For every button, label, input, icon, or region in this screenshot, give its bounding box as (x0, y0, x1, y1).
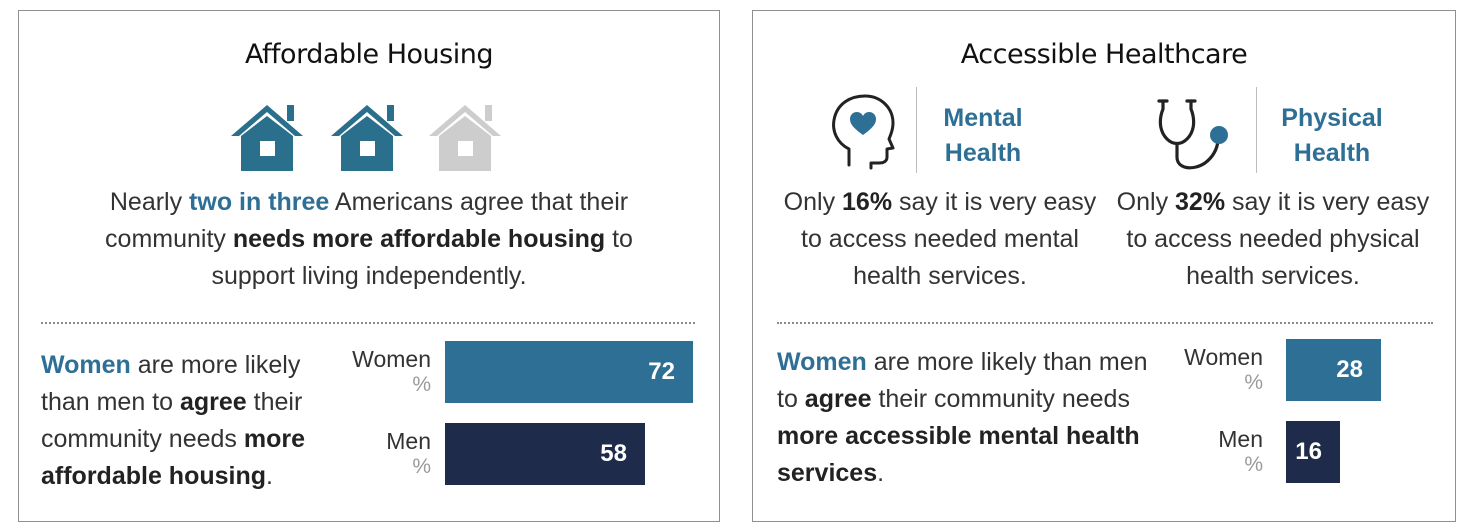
healthcare-bar-chart: Women% 28 Men% 16 (1173, 339, 1413, 499)
dotted-divider (41, 322, 695, 324)
housing-bar-chart: Women% 72 Men% 58 (339, 341, 699, 501)
mental-health-text: Only 16% say it is very easy to access n… (783, 188, 1097, 290)
bar-value-men: 58 (600, 440, 627, 467)
bar-women: 28 (1286, 339, 1381, 401)
bar-label-men: Men% (1218, 426, 1263, 476)
housing-lead-text: Nearly two in three Americans agree that… (105, 188, 633, 290)
bar-men: 58 (445, 423, 645, 485)
separator-line (916, 87, 917, 173)
physical-health-label: Physical Health (1281, 104, 1383, 167)
dotted-divider (777, 322, 1433, 324)
bar-value-women: 28 (1336, 356, 1363, 383)
bar-men: 16 (1286, 421, 1340, 483)
stethoscope-icon (1157, 99, 1228, 170)
bar-women: 72 (445, 341, 693, 403)
bar-value-men: 16 (1295, 438, 1322, 465)
house-icon (331, 105, 403, 171)
panel-title: Affordable Housing (245, 39, 493, 70)
house-icon (429, 105, 501, 171)
separator-line (1256, 87, 1257, 173)
bar-value-women: 72 (648, 358, 675, 385)
bar-label-women: Women% (1184, 344, 1263, 394)
bar-label-women: Women% (352, 346, 431, 396)
panel-title: Accessible Healthcare (960, 39, 1248, 70)
bar-label-men: Men% (386, 428, 431, 478)
house-indicator (227, 99, 509, 175)
affordable-housing-panel: Affordable Housing Nearly two (18, 10, 720, 522)
head-heart-icon (832, 94, 895, 170)
healthcare-finding-text: Women are more likely than men to agree … (777, 348, 1148, 487)
accessible-healthcare-panel: Accessible Healthcare Mental Health Only… (752, 10, 1456, 522)
house-icon (231, 105, 303, 171)
mental-health-label: Mental Health (943, 104, 1023, 167)
housing-finding-text: Women are more likely than men to agree … (41, 351, 306, 490)
physical-health-text: Only 32% say it is very easy to access n… (1116, 188, 1430, 290)
